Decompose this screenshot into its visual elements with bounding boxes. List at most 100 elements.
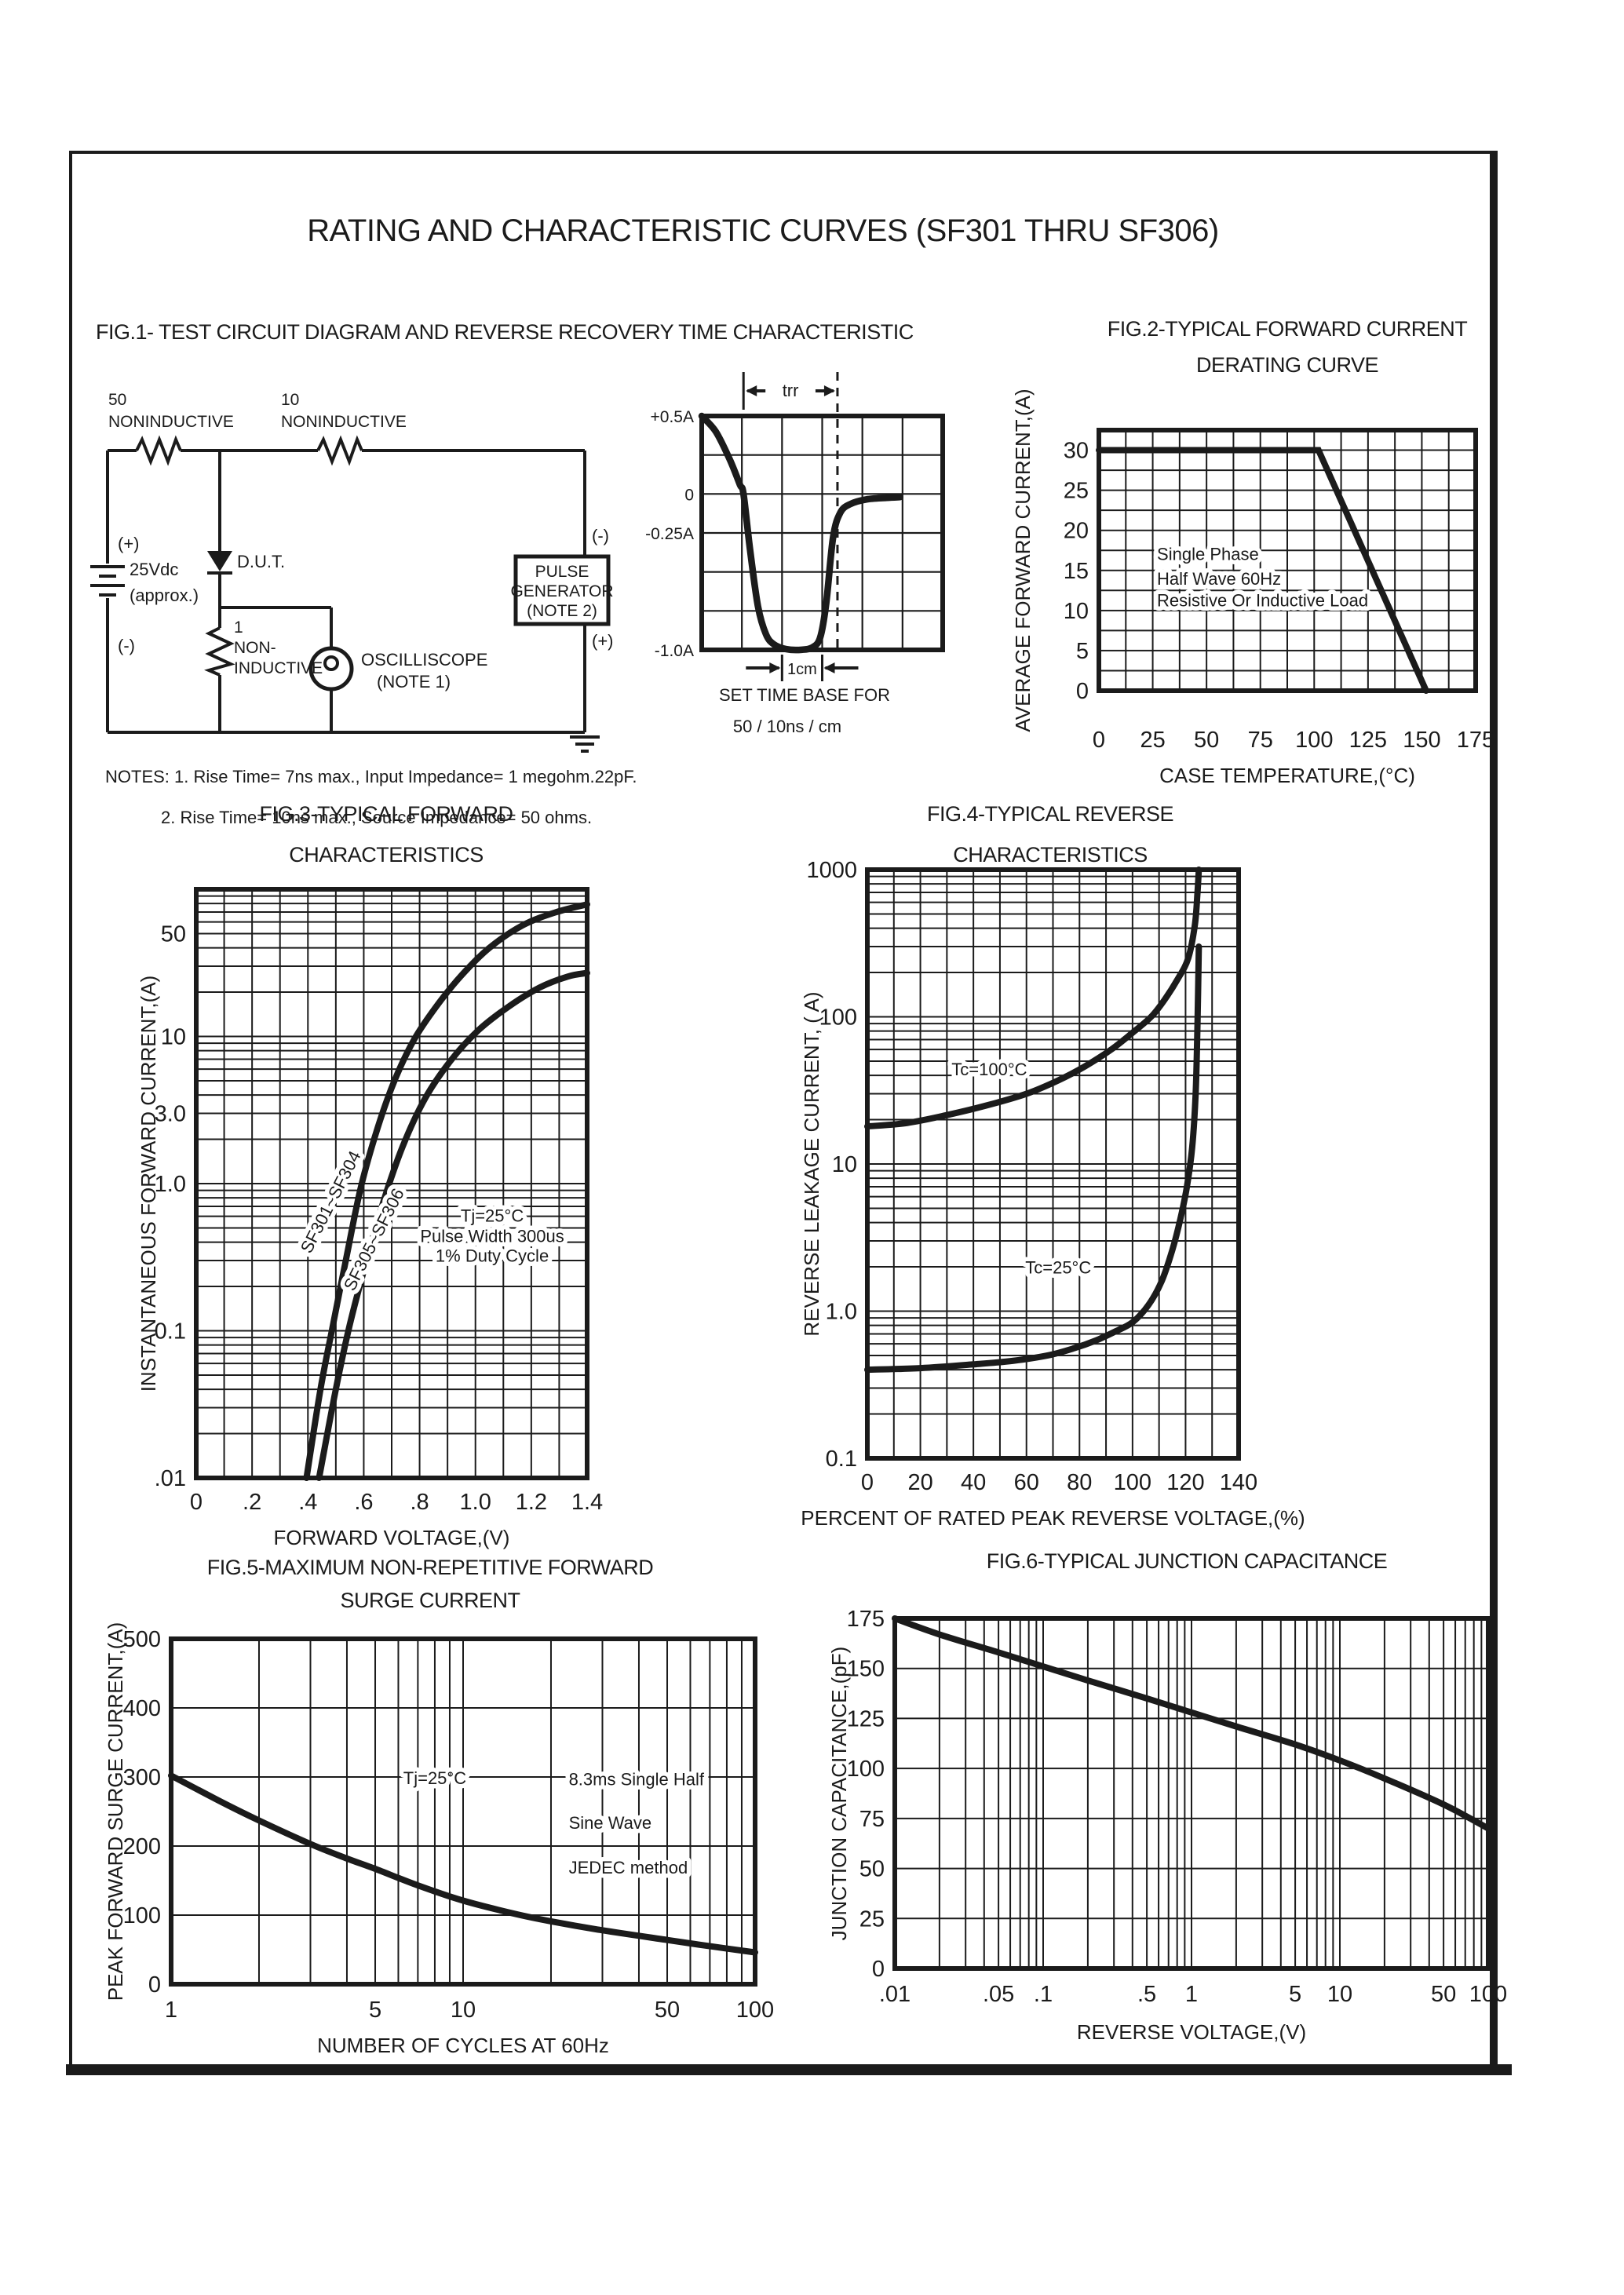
trr-label: trr xyxy=(783,381,799,400)
fig2-x-tick-label: 50 xyxy=(1194,728,1219,753)
cm-right-arrowhead-icon xyxy=(823,662,835,673)
fig3-curve-SF301~SF304 xyxy=(303,901,590,1481)
fig6-x-tick-label: 50 xyxy=(1431,1982,1456,2007)
source-approx-label: (approx.) xyxy=(130,586,199,605)
fig4-y-tick-label: 10 xyxy=(832,1152,857,1177)
fig6-y-tick-label: 0 xyxy=(872,1957,885,1982)
waveform-caption: 50 / 10ns / cm xyxy=(733,717,841,736)
trr-right-arrowhead-icon xyxy=(823,385,835,396)
fig3-annotation: 1% Duty Cycle xyxy=(436,1246,549,1265)
resistor-icon-r2 xyxy=(316,435,363,466)
fig6-x-tick-label: .05 xyxy=(983,1982,1014,2007)
page-bottom-bar xyxy=(66,2064,1512,2075)
waveform-y-label: 0 xyxy=(684,486,694,504)
fig5-annotation: Sine Wave xyxy=(569,1813,652,1833)
fig6-y-tick-label: 25 xyxy=(859,1906,885,1932)
pg-minus-label: (-) xyxy=(592,526,609,545)
fig5-y-axis-title: PEAK FORWARD SURGE CURRENT,(A) xyxy=(104,1622,127,2001)
waveform-frame xyxy=(699,414,945,652)
fig5-x-tick-label: 50 xyxy=(655,1998,680,2023)
cm-left-arrowhead-icon xyxy=(769,662,781,673)
fig5-annotation: Tj=25°C xyxy=(403,1768,466,1788)
fig2-x-tick-label: 25 xyxy=(1140,728,1165,753)
fig2-curve-average-forward-current-derating xyxy=(1096,447,1429,694)
fig4-title-line1: FIG.4-TYPICAL REVERSE xyxy=(926,802,1174,826)
fig4-x-tick-label: 0 xyxy=(861,1470,874,1495)
fig3-y-tick-label: 1.0 xyxy=(155,1172,186,1197)
fig5-y-tick-label: 200 xyxy=(123,1834,161,1859)
pulse-gen-label3: (NOTE 2) xyxy=(527,602,597,620)
fig5-y-tick-label: 300 xyxy=(123,1765,161,1790)
cm-label: 1cm xyxy=(787,661,817,678)
fig5-x-tick-label: 5 xyxy=(369,1998,381,2023)
fig3-y-tick-label: 10 xyxy=(161,1025,186,1050)
fig5-annotation: 8.3ms Single Half xyxy=(569,1770,705,1790)
r3-name1-label: NON- xyxy=(234,639,276,657)
fig6-x-tick-label: 100 xyxy=(1469,1982,1507,2007)
fig2-annotation: Single Phase xyxy=(1157,544,1259,564)
fig4-y-tick-label: 1000 xyxy=(806,858,857,883)
oscilloscope-note-label: (NOTE 1) xyxy=(377,672,451,691)
fig5-x-tick-label: 10 xyxy=(451,1998,476,2023)
test-circuit-diagram xyxy=(90,435,611,753)
fig3-x-tick-label: .8 xyxy=(410,1490,429,1515)
fig6-y-tick-label: 75 xyxy=(859,1807,885,1832)
fig6-y-tick-label: 50 xyxy=(859,1857,885,1882)
fig5-x-tick-label: 100 xyxy=(736,1998,774,2023)
fig3-annotation: Tj=25°C xyxy=(461,1206,524,1226)
r3-value-label: 1 xyxy=(234,618,243,637)
fig6-x-axis-title: REVERSE VOLTAGE,(V) xyxy=(1077,2020,1306,2044)
fig4-frame xyxy=(865,867,1241,1461)
fig5-frame xyxy=(169,1636,757,1987)
fig5-annotation: JEDEC method xyxy=(569,1858,688,1877)
fig6-x-tick-label: 5 xyxy=(1289,1982,1301,2007)
fig4-x-tick-label: 20 xyxy=(907,1470,932,1495)
fig3-x-tick-label: 1.0 xyxy=(460,1490,491,1515)
fig3-y-tick-label: 3.0 xyxy=(155,1102,186,1127)
fig4-y-tick-label: 100 xyxy=(819,1005,857,1031)
fig5-x-tick-label: 1 xyxy=(165,1998,177,2023)
fig3-frame xyxy=(194,887,589,1480)
fig3-y-axis-title: INSTANTANEOUS FORWARD CURRENT,(A) xyxy=(137,976,160,1392)
fig2-y-tick-label: 0 xyxy=(1076,679,1089,704)
fig4-title-line2: CHARACTERISTICS xyxy=(953,843,1148,867)
r2-value-label: 10 xyxy=(281,391,299,409)
resistor-icon-r1 xyxy=(135,435,182,466)
page-border xyxy=(69,151,1498,2069)
fig4-x-tick-label: 140 xyxy=(1220,1470,1257,1495)
fig5-curve-peak-forward-surge-current xyxy=(168,1772,758,1956)
fig6-x-tick-label: .5 xyxy=(1137,1982,1156,2007)
fig6-y-tick-label: 100 xyxy=(847,1757,885,1782)
fig2-title-line2: DERATING CURVE xyxy=(1195,353,1379,377)
r1-value-label: 50 xyxy=(108,391,126,409)
fig3-x-tick-label: 1.4 xyxy=(571,1490,603,1515)
fig5-y-tick-label: 100 xyxy=(123,1903,161,1928)
fig4-y-tick-label: 1.0 xyxy=(826,1300,857,1325)
fig4-curve-Tc=25C-leakage xyxy=(864,943,1202,1374)
fig6-x-tick-label: 1 xyxy=(1185,1982,1198,2007)
fig3-x-tick-label: .6 xyxy=(354,1490,373,1515)
fig3-x-tick-label: 1.2 xyxy=(516,1490,547,1515)
fig6-curve-junction-capacitance xyxy=(892,1615,1491,1832)
page-title: RATING AND CHARACTERISTIC CURVES (SF301 … xyxy=(307,213,1219,248)
fig5-x-axis-title: NUMBER OF CYCLES AT 60Hz xyxy=(317,2034,609,2057)
fig3-curve-SF305~SF306 xyxy=(316,969,590,1481)
fig2-y-tick-label: 15 xyxy=(1064,559,1089,584)
fig4-y-tick-label: 0.1 xyxy=(826,1447,857,1472)
trr-left-arrowhead-icon xyxy=(746,385,757,396)
fig3-x-tick-label: .4 xyxy=(298,1490,317,1515)
fig3-x-tick-label: 0 xyxy=(190,1490,203,1515)
fig6-frame xyxy=(892,1616,1491,1971)
fig2-x-tick-label: 0 xyxy=(1093,728,1105,753)
fig2-x-tick-label: 125 xyxy=(1349,728,1387,753)
fig5-y-tick-label: 500 xyxy=(123,1627,161,1652)
fig3-y-tick-label: .01 xyxy=(155,1466,186,1491)
fig6-x-tick-label: .01 xyxy=(879,1982,911,2007)
fig4-annotation: Tc=100°C xyxy=(951,1060,1027,1079)
resistor-icon-r3 xyxy=(204,626,235,677)
fig6-x-tick-label: 10 xyxy=(1327,1982,1352,2007)
waveform-y-label: -0.25A xyxy=(645,525,694,543)
fig5-title-line1: FIG.5-MAXIMUM NON-REPETITIVE FORWARD xyxy=(206,1556,654,1579)
fig3-y-tick-label: 0.1 xyxy=(155,1319,186,1345)
